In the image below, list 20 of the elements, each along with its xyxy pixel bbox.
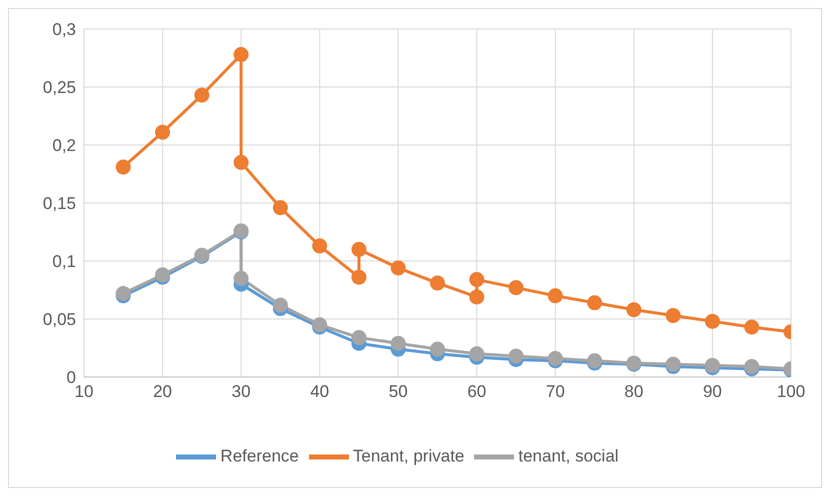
x-tick-label: 80 bbox=[624, 382, 644, 402]
y-tick-label: 0,25 bbox=[42, 78, 76, 98]
x-tick-label: 40 bbox=[310, 382, 330, 402]
y-tick-label: 0,15 bbox=[42, 194, 76, 214]
y-tick-label: 0,05 bbox=[42, 310, 76, 330]
y-tick-label: 0,1 bbox=[52, 252, 76, 272]
y-tick-label: 0,3 bbox=[52, 20, 76, 40]
x-tick-label: 90 bbox=[702, 382, 722, 402]
legend-label: Tenant, private bbox=[352, 446, 464, 466]
x-tick-label: 10 bbox=[74, 382, 94, 402]
x-tick-label: 30 bbox=[232, 382, 251, 402]
x-tick-label: 50 bbox=[388, 382, 408, 402]
x-tick-label: 100 bbox=[776, 382, 806, 402]
x-tick-label: 60 bbox=[467, 382, 486, 402]
y-tick-label: 0,2 bbox=[52, 136, 76, 156]
x-tick-label: 20 bbox=[153, 382, 172, 402]
legend-label: Reference bbox=[220, 446, 299, 466]
y-tick-label: 0 bbox=[66, 368, 76, 388]
x-tick-label: 70 bbox=[546, 382, 565, 402]
legend-label: tenant, social bbox=[518, 446, 619, 466]
